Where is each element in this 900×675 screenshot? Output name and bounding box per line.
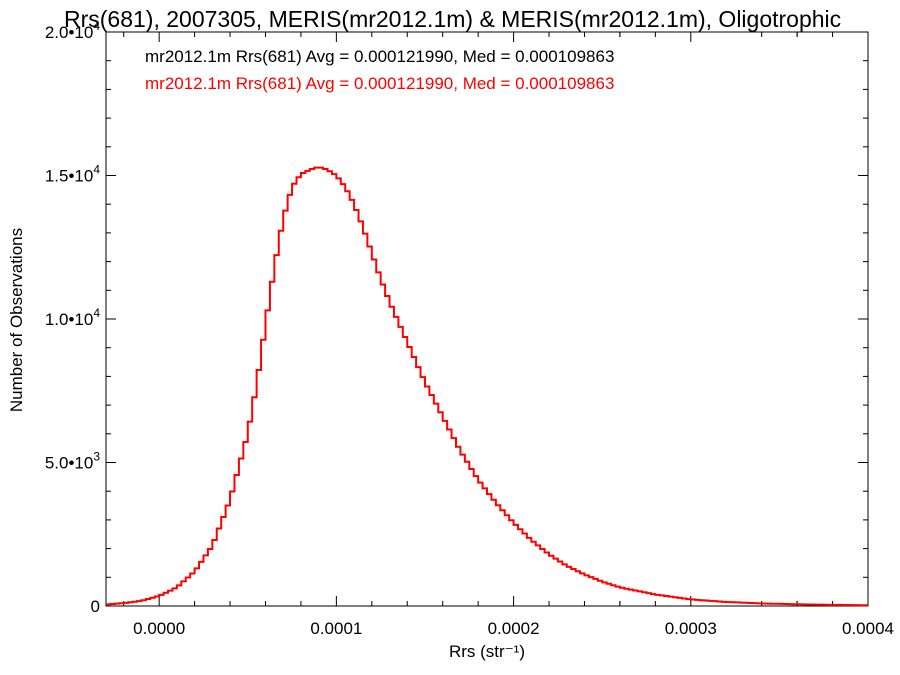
y-tick-label: 2.0•104 bbox=[45, 19, 101, 42]
x-tick-label: 0.0003 bbox=[665, 619, 717, 638]
legend: mr2012.1m Rrs(681) Avg = 0.000121990, Me… bbox=[145, 47, 614, 93]
x-tick-label: 0.0000 bbox=[133, 619, 185, 638]
y-tick-label: 5.0•103 bbox=[45, 450, 101, 473]
legend-entry: mr2012.1m Rrs(681) Avg = 0.000121990, Me… bbox=[145, 47, 614, 66]
series-layer bbox=[106, 166, 868, 607]
x-tick-label: 0.0002 bbox=[488, 619, 540, 638]
x-axis-ticks: 0.0000 0.0001 0.0002 0.0003 0.0004 bbox=[123, 32, 894, 638]
y-tick-label: 1.0•104 bbox=[45, 306, 101, 329]
y-tick-label: 0 bbox=[91, 597, 100, 616]
y-tick-label: 1.5•104 bbox=[45, 163, 101, 186]
chart-title: Rrs(681), 2007305, MERIS(mr2012.1m) & ME… bbox=[64, 6, 841, 32]
legend-entry: mr2012.1m Rrs(681) Avg = 0.000121990, Me… bbox=[145, 74, 614, 93]
x-axis-label: Rrs (str⁻¹) bbox=[449, 642, 525, 661]
histogram-series-line bbox=[106, 166, 868, 607]
y-axis-label: Number of Observations bbox=[7, 228, 26, 412]
x-tick-label: 0.0001 bbox=[310, 619, 362, 638]
y-axis-ticks: 0 5.0•103 1.0•104 1.5•104 2.0•104 bbox=[45, 19, 868, 616]
x-tick-label: 0.0004 bbox=[842, 619, 894, 638]
